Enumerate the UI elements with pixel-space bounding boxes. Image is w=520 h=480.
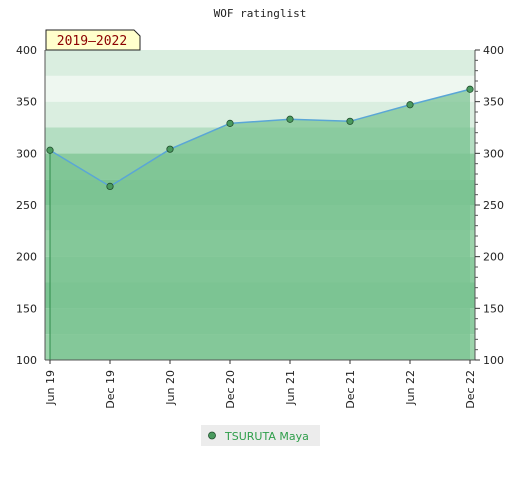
data-point <box>466 85 474 93</box>
y-tick-label-left: 400 <box>16 44 37 57</box>
data-point <box>46 146 54 154</box>
x-tick-label: Dec 22 <box>464 370 477 409</box>
y-tick-label-right: 400 <box>483 44 504 57</box>
y-tick-label-left: 250 <box>16 199 37 212</box>
data-point <box>226 119 234 127</box>
y-tick-label-right: 200 <box>483 251 504 264</box>
rating-area <box>50 89 470 361</box>
x-tick-label: Dec 19 <box>104 370 117 409</box>
y-tick-label-left: 200 <box>16 251 37 264</box>
period-badge: 2019–2022 <box>45 29 141 51</box>
data-point <box>166 145 174 153</box>
y-tick-label-right: 300 <box>483 147 504 160</box>
y-tick-label-left: 100 <box>16 354 37 367</box>
legend-series-name: TSURUTA Maya <box>224 430 309 443</box>
background-band <box>45 50 475 76</box>
x-tick-label: Jun 22 <box>404 370 417 406</box>
data-points <box>46 85 474 190</box>
data-point <box>346 117 354 125</box>
x-tick-label: Jun 21 <box>284 370 297 406</box>
period-badge-box <box>45 29 141 51</box>
x-tick-label: Jun 20 <box>164 370 177 406</box>
y-axis-left: 100 150 200 250 300 350 400 <box>16 44 46 367</box>
chart-title: WOF ratinglist <box>214 7 307 20</box>
y-tick-label-left: 150 <box>16 302 37 315</box>
background-band <box>45 75 475 102</box>
y-axis-right: 100 150 200 250 300 350 400 <box>474 44 504 367</box>
y-tick-label-right: 350 <box>483 96 504 109</box>
rating-line <box>49 88 471 188</box>
x-tick-label: Dec 21 <box>344 370 357 409</box>
y-tick-label-right: 100 <box>483 354 504 367</box>
x-axis: Jun 19 Dec 19 Jun 20 Dec 20 Jun 21 Dec 21 Jun … <box>44 359 477 409</box>
data-point <box>286 115 294 123</box>
legend-box <box>201 425 320 446</box>
y-tick-label-right: 150 <box>483 302 504 315</box>
legend: TSURUTA Maya <box>201 425 320 446</box>
period-badge-text: 2019–2022 <box>57 34 127 49</box>
legend-marker-icon <box>208 431 216 440</box>
x-tick-label: Jun 19 <box>44 370 57 406</box>
data-point <box>106 182 114 190</box>
x-tick-label: Dec 20 <box>224 370 237 409</box>
y-tick-label-left: 300 <box>16 147 37 160</box>
y-tick-label-left: 350 <box>16 96 37 109</box>
y-tick-label-right: 250 <box>483 199 504 212</box>
data-point <box>406 101 414 109</box>
